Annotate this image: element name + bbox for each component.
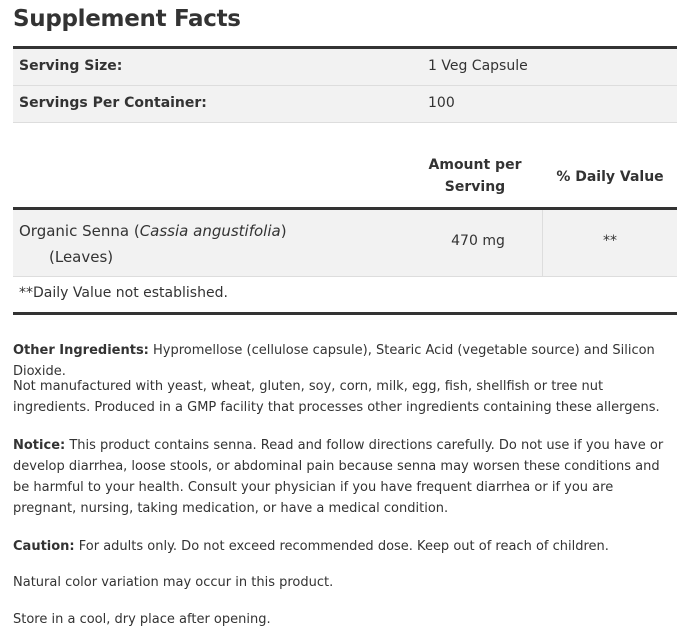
allergen-statement: Not manufactured with yeast, wheat, glut… bbox=[13, 379, 660, 415]
ingredient-dv: ** bbox=[603, 233, 617, 249]
servings-label: Servings Per Container: bbox=[19, 95, 207, 111]
color-variation-note: Natural color variation may occur in thi… bbox=[13, 575, 334, 590]
page-title: Supplement Facts bbox=[13, 6, 241, 32]
divider bbox=[13, 312, 677, 315]
ingredient-name: Organic Senna ( bbox=[19, 222, 140, 240]
servings-per-container-row: Servings Per Container: 100 bbox=[13, 86, 677, 123]
serving-size-row: Serving Size: 1 Veg Capsule bbox=[13, 49, 677, 86]
divider bbox=[13, 207, 677, 210]
daily-value-header: % Daily Value bbox=[556, 169, 664, 185]
footnote: **Daily Value not established. bbox=[19, 285, 228, 301]
other-ingredients: Other Ingredients: Hypromellose (cellulo… bbox=[13, 343, 655, 379]
amount-header: Amount per Serving bbox=[428, 157, 522, 195]
serving-size-label: Serving Size: bbox=[19, 58, 123, 74]
ingredient-row: Organic Senna (Cassia angustifolia) (Lea… bbox=[13, 210, 677, 277]
ingredient-latin: Cassia angustifolia bbox=[139, 222, 281, 240]
ingredient-amount: 470 mg bbox=[451, 233, 505, 249]
divider bbox=[13, 46, 677, 49]
ingredient-close: ) bbox=[280, 222, 287, 240]
servings-value: 100 bbox=[428, 95, 455, 111]
ingredient-part: (Leaves) bbox=[49, 248, 114, 266]
caution: Caution: For adults only. Do not exceed … bbox=[13, 539, 609, 554]
serving-size-value: 1 Veg Capsule bbox=[428, 58, 528, 74]
notice: Notice: This product contains senna. Rea… bbox=[13, 438, 664, 516]
storage-note: Store in a cool, dry place after opening… bbox=[13, 612, 271, 627]
column-divider bbox=[542, 210, 543, 276]
